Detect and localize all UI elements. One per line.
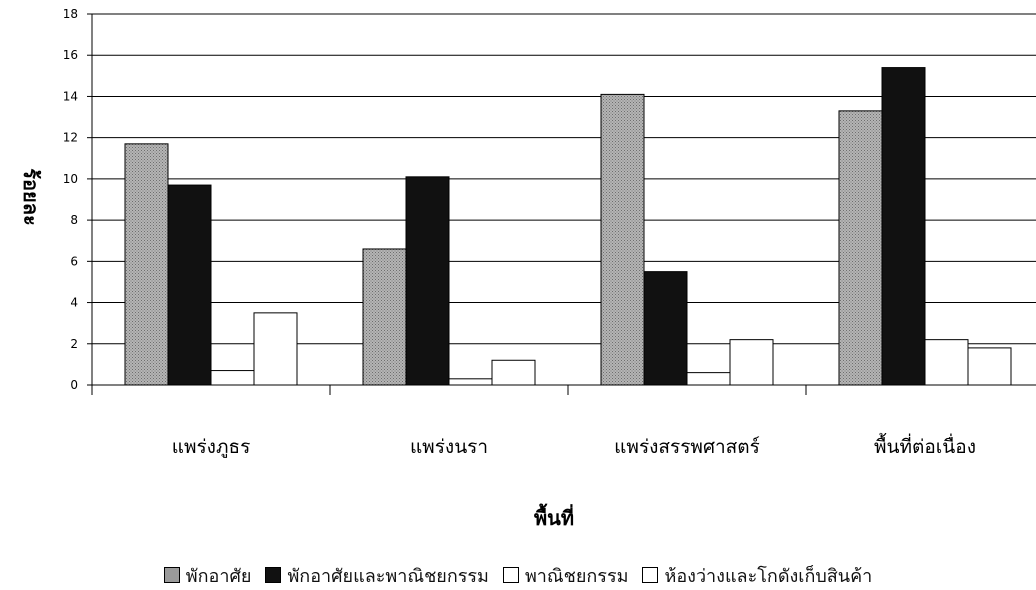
legend-item: พักอาศัย bbox=[163, 561, 252, 590]
y-tick-label: 4 bbox=[70, 296, 78, 310]
y-tick-label: 14 bbox=[63, 89, 78, 103]
bar-commercial bbox=[924, 339, 969, 386]
bar-commercial bbox=[448, 378, 493, 386]
legend-swatch-white bbox=[642, 567, 659, 583]
bar-vacant-warehouse bbox=[491, 359, 536, 386]
legend-item: พาณิชยกรรม bbox=[502, 561, 629, 590]
bars-group bbox=[124, 67, 1012, 386]
bar-vacant-warehouse bbox=[729, 339, 774, 386]
y-tick-label: 2 bbox=[70, 337, 78, 351]
y-axis-label: ร้อยละ bbox=[19, 168, 43, 225]
bar-vacant-warehouse bbox=[253, 312, 298, 386]
bar-residential-commercial bbox=[881, 67, 926, 386]
bar-residential bbox=[838, 110, 883, 386]
x-category-labels: แพร่งภูธร แพร่งนรา แพร่งสรรพศาสตร์ พื้นที่ต… bbox=[172, 433, 976, 458]
legend-label: พักอาศัย bbox=[185, 565, 252, 587]
legend-swatch-dotted bbox=[163, 567, 180, 583]
x-axis-label: พื้นที่ bbox=[534, 503, 574, 530]
y-tick-labels: 0 2 4 6 8 10 12 14 16 18 bbox=[63, 7, 78, 392]
bar-commercial bbox=[210, 370, 255, 386]
bar-commercial bbox=[686, 372, 731, 386]
bar-residential-commercial bbox=[167, 184, 212, 386]
x-category-label: แพร่งสรรพศาสตร์ bbox=[614, 436, 760, 458]
legend-swatch-white bbox=[502, 567, 519, 583]
x-category-label: พื้นที่ต่อเนื่อง bbox=[874, 433, 976, 458]
x-category-label: แพร่งภูธร bbox=[172, 436, 251, 458]
y-tick-label: 18 bbox=[63, 7, 78, 21]
bar-residential bbox=[600, 93, 645, 386]
bar-vacant-warehouse bbox=[967, 347, 1012, 386]
axes bbox=[87, 13, 1036, 395]
legend-swatch-black bbox=[265, 567, 282, 583]
y-tick-label: 10 bbox=[63, 172, 78, 186]
legend-item: ห้องว่างและโกดังเก็บสินค้า bbox=[642, 561, 872, 590]
legend-label: ห้องว่างและโกดังเก็บสินค้า bbox=[664, 565, 873, 587]
gridlines bbox=[92, 13, 1036, 345]
legend: พักอาศัย พักอาศัยและพาณิชยกรรม พาณิชยกรร… bbox=[0, 562, 1036, 588]
bar-residential-commercial bbox=[643, 271, 688, 386]
bar-residential bbox=[362, 248, 407, 386]
y-tick-label: 0 bbox=[70, 378, 78, 392]
legend-label: พาณิชยกรรม bbox=[524, 565, 629, 587]
y-tick-label: 16 bbox=[63, 48, 78, 62]
legend-item: พักอาศัยและพาณิชยกรรม bbox=[265, 561, 489, 590]
x-category-label: แพร่งนรา bbox=[410, 436, 488, 458]
y-tick-label: 8 bbox=[70, 213, 78, 227]
legend-label: พักอาศัยและพาณิชยกรรม bbox=[287, 565, 489, 587]
y-tick-label: 12 bbox=[63, 131, 78, 145]
y-tick-label: 6 bbox=[70, 254, 78, 268]
bar-residential bbox=[124, 143, 169, 386]
bar-residential-commercial bbox=[405, 176, 450, 386]
